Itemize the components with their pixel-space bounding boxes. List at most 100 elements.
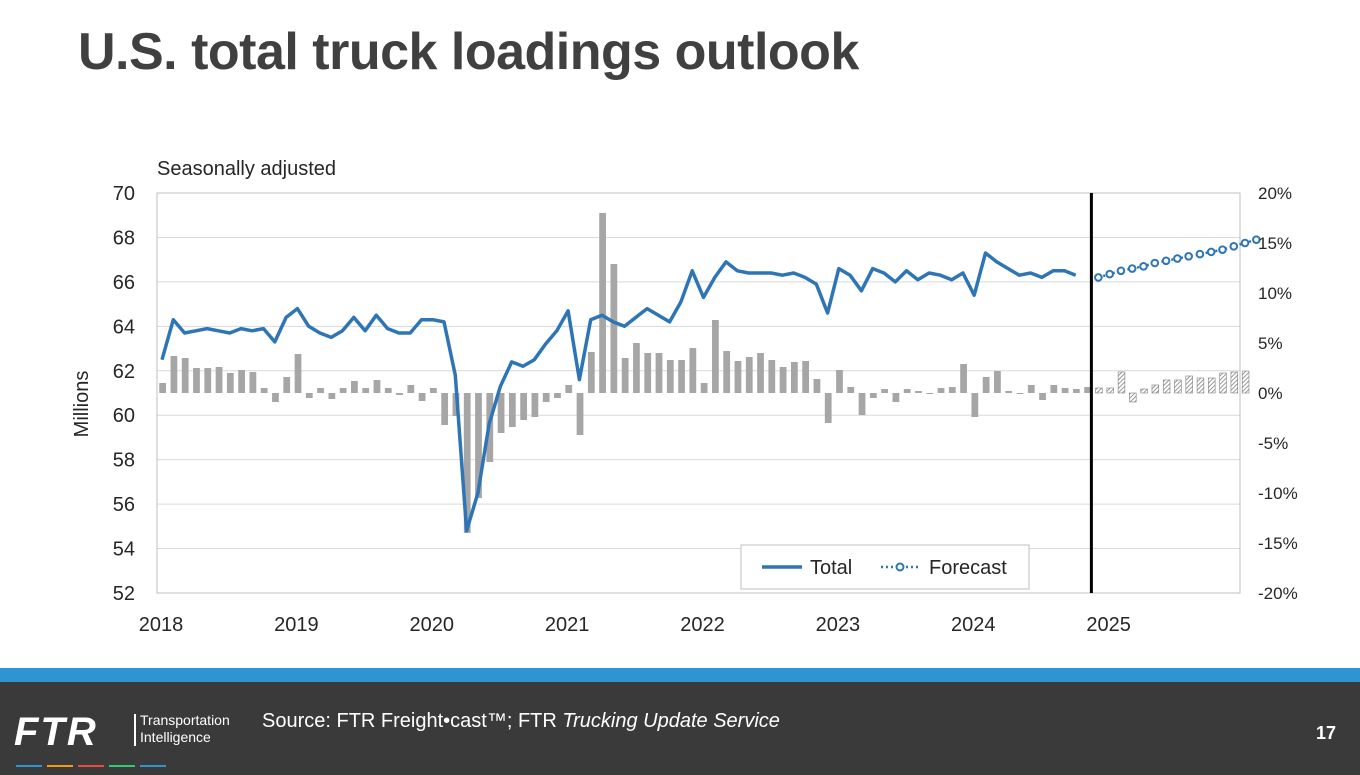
yoy-bar — [362, 388, 370, 393]
yoy-bar — [1174, 379, 1182, 394]
yoy-bar — [339, 388, 347, 393]
y-tick-label: 68 — [113, 227, 135, 249]
forecast-point — [1094, 273, 1103, 282]
yoy-bar — [1140, 388, 1148, 394]
yoy-bar — [1208, 377, 1216, 394]
yoy-bar — [745, 357, 753, 393]
yoy-bar — [1027, 385, 1035, 393]
yoy-bar — [621, 358, 629, 393]
y2-tick-label: 5% — [1258, 334, 1283, 353]
yoy-bar — [520, 393, 528, 420]
y2-tick-label: -10% — [1258, 484, 1298, 503]
yoy-bar — [407, 385, 415, 393]
y-axis-right: 20% 15% 10% 5% 0% -5% -10% -15% -20% — [1258, 184, 1298, 603]
yoy-bar — [1095, 387, 1103, 394]
yoy-bar — [317, 388, 324, 393]
yoy-bar — [678, 360, 685, 393]
yoy-bar — [475, 393, 482, 498]
ftr-logo: FTR Transportation Intelligence — [14, 710, 234, 767]
yoy-bar — [1129, 392, 1137, 403]
yoy-bars — [159, 213, 1250, 533]
yoy-bar — [1241, 370, 1250, 394]
forecast-point — [1184, 252, 1193, 261]
yoy-bar — [971, 393, 979, 417]
y-tick-label: 56 — [113, 494, 135, 516]
yoy-bar — [599, 213, 606, 393]
plot-frame — [156, 192, 1241, 594]
yoy-bar — [858, 393, 866, 415]
x-tick-label: 2023 — [816, 614, 861, 636]
yoy-bar — [700, 383, 708, 393]
yoy-bar — [903, 389, 911, 393]
logo-tagline-1: Transportation — [140, 712, 230, 728]
y2-tick-label: 15% — [1258, 234, 1292, 253]
yoy-bar — [633, 343, 640, 393]
forecast-point — [1229, 242, 1239, 251]
logo-tagline-2: Intelligence — [140, 729, 211, 745]
y2-tick-label: 10% — [1258, 284, 1292, 303]
yoy-bar — [215, 367, 223, 393]
yoy-bar — [272, 393, 279, 402]
yoy-bar — [790, 362, 798, 393]
yoy-bar — [193, 368, 200, 393]
yoy-bar — [1061, 388, 1069, 393]
yoy-bar — [542, 393, 550, 402]
forecast-point — [1150, 258, 1160, 268]
yoy-bar — [1084, 387, 1092, 393]
logo-wordmark: FTR — [14, 710, 98, 754]
yoy-bar — [305, 393, 313, 398]
yoy-bar — [565, 385, 573, 393]
yoy-bar — [226, 373, 234, 393]
y-tick-label: 62 — [113, 361, 135, 383]
yoy-bar — [1106, 387, 1114, 394]
forecast-point — [1173, 254, 1182, 263]
yoy-bar — [463, 393, 471, 533]
y2-tick-label: 0% — [1258, 384, 1283, 403]
chart-subtitle: Seasonally adjusted — [157, 158, 336, 180]
chart: 70 68 66 64 62 60 58 56 54 52 20% 15% 10% 5% 0% -5% -10… — [71, 158, 1298, 636]
yoy-bar — [396, 393, 403, 395]
yoy-bar — [666, 360, 674, 393]
yoy-bar — [1016, 393, 1024, 394]
yoy-bar — [204, 368, 212, 393]
y-axis-label: Millions — [71, 371, 93, 438]
yoy-bar — [1073, 389, 1080, 393]
yoy-bar — [1117, 371, 1126, 394]
yoy-bar — [260, 388, 268, 393]
yoy-bar — [1196, 377, 1205, 394]
y-axis-left: 70 68 66 64 62 60 58 56 54 52 — [113, 183, 135, 605]
yoy-bar — [892, 393, 900, 402]
yoy-bar — [689, 348, 697, 393]
yoy-bar — [926, 393, 934, 394]
page-number: 17 — [1315, 723, 1336, 743]
yoy-bar — [779, 367, 787, 393]
yoy-bar — [1230, 371, 1239, 394]
x-tick-label: 2024 — [951, 614, 996, 636]
total-series-line — [160, 251, 1077, 533]
x-tick-label: 2020 — [410, 614, 455, 636]
x-axis: 2018 2019 2020 2021 2022 2023 2024 2025 — [139, 614, 1131, 636]
x-tick-label: 2018 — [139, 614, 184, 636]
yoy-bar — [1050, 385, 1058, 393]
yoy-bar — [418, 393, 426, 401]
yoy-bar — [994, 371, 1001, 393]
y-tick-label: 54 — [113, 539, 135, 561]
yoy-bar — [982, 377, 990, 393]
y-tick-label: 58 — [113, 450, 135, 472]
yoy-bar — [373, 380, 381, 393]
yoy-bar — [384, 388, 392, 393]
forecast-point — [1195, 249, 1205, 259]
y-tick-label: 52 — [113, 583, 135, 605]
yoy-bar — [1151, 384, 1160, 394]
y2-tick-label: 20% — [1258, 184, 1292, 203]
yoy-bar — [576, 393, 584, 435]
logo-stripes — [16, 754, 171, 772]
forecast-point — [1116, 266, 1126, 276]
forecast-point — [1206, 247, 1216, 257]
yoy-bar — [181, 358, 189, 393]
yoy-bar — [757, 353, 764, 393]
y-tick-label: 64 — [113, 316, 135, 338]
y-tick-label: 66 — [113, 272, 135, 294]
yoy-bar — [294, 354, 302, 393]
footer: FTR Transportation Intelligence Source: … — [0, 682, 1360, 775]
